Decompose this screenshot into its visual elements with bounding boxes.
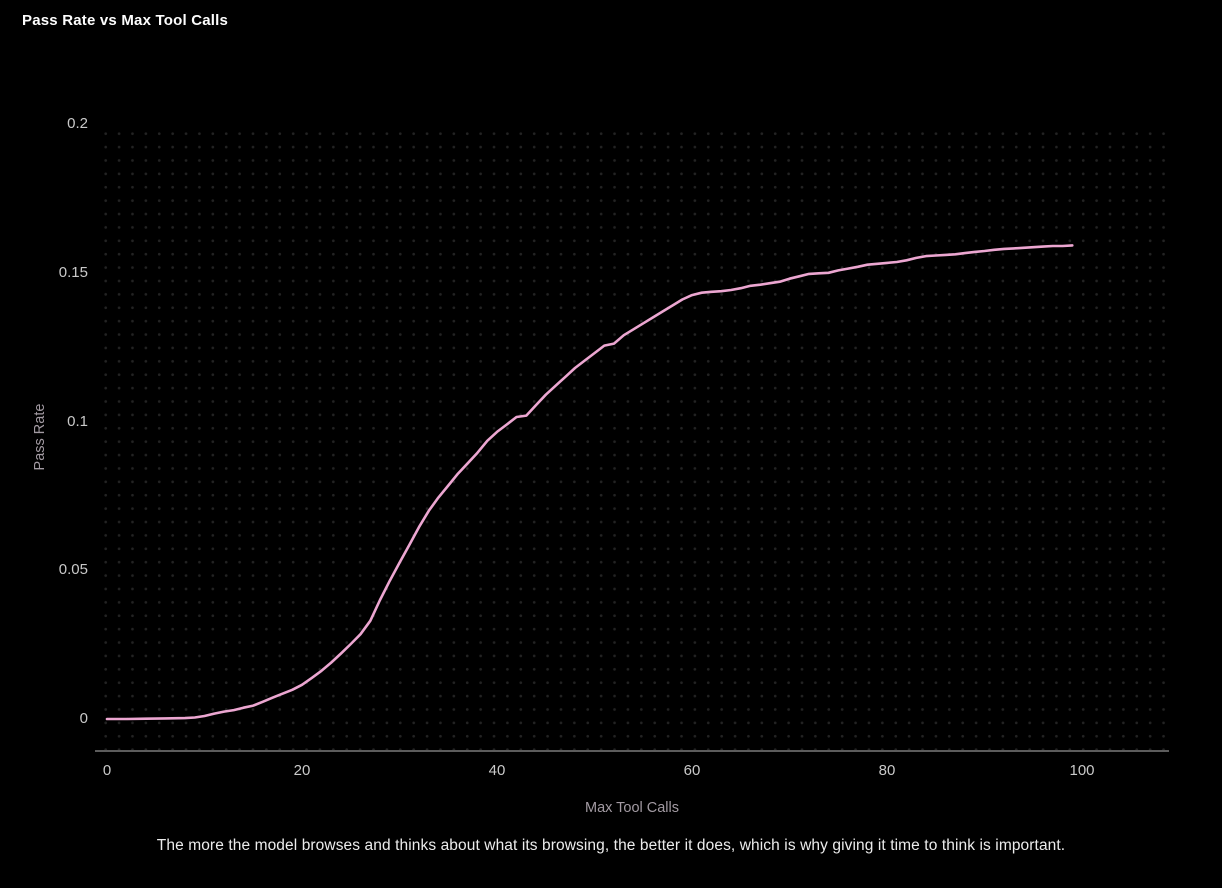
- y-tick-label: 0.1: [67, 412, 88, 430]
- x-tick-label: 60: [683, 762, 701, 779]
- y-tick-label: 0.05: [58, 561, 88, 579]
- y-axis-title: Pass Rate: [32, 403, 48, 471]
- x-axis-line: [95, 750, 1169, 752]
- y-tick-label: 0.15: [58, 263, 88, 281]
- plot-area: [95, 124, 1169, 750]
- page-title: Pass Rate vs Max Tool Calls: [22, 12, 229, 29]
- x-tick-label: 20: [293, 762, 311, 779]
- y-tick-label: 0.2: [67, 115, 88, 132]
- x-tick-label: 100: [1069, 762, 1095, 779]
- x-tick-label: 80: [878, 762, 896, 779]
- y-tick-label: 0: [79, 710, 88, 727]
- x-axis-title: Max Tool Calls: [584, 800, 680, 816]
- pass-rate-line: [105, 244, 1074, 721]
- chart-caption: The more the model browses and thinks ab…: [156, 837, 1066, 854]
- x-tick-label: 0: [102, 762, 112, 779]
- x-tick-label: 40: [488, 762, 506, 779]
